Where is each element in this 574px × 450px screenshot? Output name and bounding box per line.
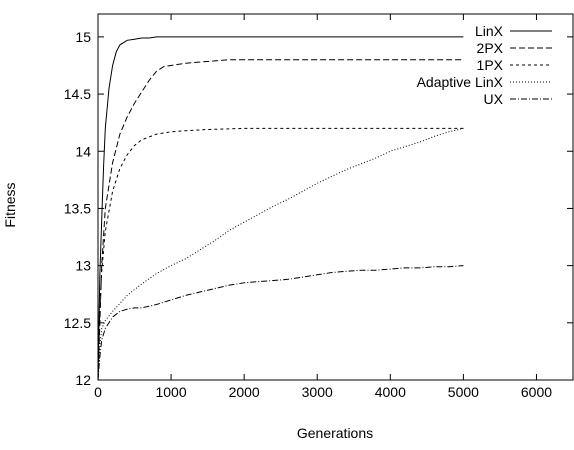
y-axis-ticks: 12 12.5 13 13.5 14 14.5 15 (64, 29, 573, 388)
legend-label: UX (484, 91, 504, 107)
series-line-2px (97, 59, 464, 381)
x-tick-label: 5000 (448, 384, 479, 400)
series-line-1px (97, 127, 464, 381)
series-lines (97, 36, 464, 381)
x-tick-label: 3000 (302, 384, 333, 400)
y-tick-label: 14.5 (64, 86, 91, 102)
legend-label: LinX (475, 23, 504, 39)
y-axis-label: Fitness (2, 182, 18, 227)
y-tick-label: 12.5 (64, 315, 91, 331)
y-tick-label: 14 (75, 143, 91, 159)
x-tick-label: 1000 (155, 384, 186, 400)
x-axis-label: Generations (297, 425, 373, 441)
plot-frame (97, 13, 574, 381)
y-tick-label: 15 (75, 29, 91, 45)
x-tick-label: 4000 (375, 384, 406, 400)
legend-label: 1PX (477, 57, 504, 73)
x-tick-label: 2000 (229, 384, 260, 400)
series-line-adaptive-linx (97, 127, 464, 381)
series-line-linx (97, 36, 464, 381)
y-tick-label: 13.5 (64, 200, 91, 216)
plot-border (97, 13, 574, 381)
series-line-ux (97, 265, 464, 381)
x-tick-label: 0 (94, 384, 102, 400)
x-tick-label: 6000 (521, 384, 552, 400)
legend-label: Adaptive LinX (417, 74, 504, 90)
legend-label: 2PX (477, 40, 504, 56)
y-tick-label: 12 (75, 372, 91, 388)
x-axis-ticks: 0 1000 2000 3000 4000 5000 6000 (94, 14, 552, 400)
y-tick-label: 13 (75, 258, 91, 274)
